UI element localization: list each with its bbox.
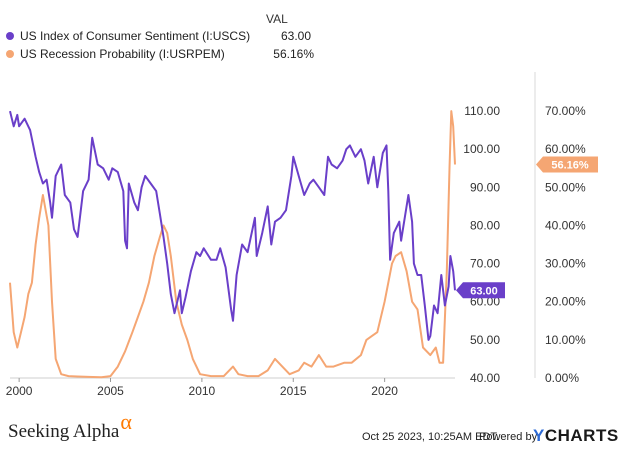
legend-label-recession-probability: US Recession Probability (I:USRPEM) bbox=[20, 47, 225, 61]
x-tick-label-2020: 2020 bbox=[371, 384, 398, 398]
legend-item-recession-probability[interactable]: US Recession Probability (I:USRPEM) 56.1… bbox=[6, 47, 314, 63]
end-label-consumer-sentiment: 63.00 bbox=[470, 285, 498, 297]
timestamp: Oct 25 2023, 10:25AM EDT. bbox=[362, 431, 499, 443]
right-tick-label-20: 20.00% bbox=[545, 295, 586, 309]
ycharts-logo-text: CHARTS bbox=[544, 426, 619, 445]
chart-legend: VAL US Index of Consumer Sentiment (I:US… bbox=[0, 0, 320, 70]
right-tick-label-10: 10.00% bbox=[545, 333, 586, 347]
legend-item-consumer-sentiment[interactable]: US Index of Consumer Sentiment (I:USCS) … bbox=[6, 29, 311, 45]
end-value-labels: 63.00 56.16% bbox=[456, 156, 598, 299]
left-tick-label-100: 100.00 bbox=[463, 142, 500, 156]
left-tick-label-90: 90.00 bbox=[470, 180, 500, 194]
series-line-consumer-sentiment bbox=[9, 110, 456, 341]
seeking-alpha-logo[interactable]: Seeking Alphaα bbox=[8, 409, 132, 443]
x-tick-label-2010: 2010 bbox=[189, 384, 216, 398]
left-tick-label-80: 80.00 bbox=[470, 218, 500, 232]
series-line-recession-probability bbox=[9, 110, 456, 379]
x-tick-label-2015: 2015 bbox=[280, 384, 307, 398]
powered-by-label: Powered by bbox=[479, 431, 538, 443]
legend-marker-recession-probability bbox=[6, 49, 14, 58]
end-label-recession-probability: 56.16% bbox=[551, 159, 589, 171]
x-tick-label-2000: 2000 bbox=[6, 384, 33, 398]
right-tick-label-0: 0.00% bbox=[545, 371, 579, 385]
legend-value-recession-probability: 56.16% bbox=[273, 47, 314, 61]
chart-series bbox=[9, 110, 456, 379]
legend-marker-consumer-sentiment bbox=[6, 31, 14, 40]
alpha-icon: α bbox=[120, 409, 132, 434]
end-label-box-consumer-sentiment bbox=[456, 282, 505, 299]
end-label-box-recession-probability bbox=[536, 156, 598, 173]
brand-name: Seeking Alpha bbox=[8, 421, 120, 442]
right-tick-label-40: 40.00% bbox=[545, 218, 586, 232]
legend-value-consumer-sentiment: 63.00 bbox=[280, 29, 311, 43]
right-tick-label-70: 70.00% bbox=[545, 104, 586, 118]
right-tick-label-30: 30.00% bbox=[545, 257, 586, 271]
left-tick-label-110: 110.00 bbox=[464, 104, 500, 118]
legend-value-header: VAL bbox=[266, 12, 288, 26]
chart-grid bbox=[10, 72, 536, 379]
left-tick-label-70: 70.00 bbox=[470, 257, 500, 271]
right-axis-ticks: 70.00% 60.00% 50.00% 40.00% 30.00% 20.00% 10.0… bbox=[545, 104, 586, 385]
x-axis-ticks: 2000 2005 2010 2015 2020 bbox=[6, 378, 398, 398]
left-axis-ticks: 110.00100.0090.0080.0070.0060.0050.0040.… bbox=[463, 104, 500, 385]
left-tick-label-50: 50.00 bbox=[470, 333, 500, 347]
ycharts-logo[interactable]: YCHARTS bbox=[533, 426, 619, 446]
left-tick-label-40: 40.00 bbox=[470, 371, 500, 385]
right-tick-label-60: 60.00% bbox=[545, 142, 586, 156]
right-tick-label-50: 50.00% bbox=[545, 180, 586, 194]
x-tick-label-2005: 2005 bbox=[97, 384, 124, 398]
legend-label-consumer-sentiment: US Index of Consumer Sentiment (I:USCS) bbox=[20, 29, 251, 43]
ycharts-logo-y: Y bbox=[533, 426, 545, 445]
